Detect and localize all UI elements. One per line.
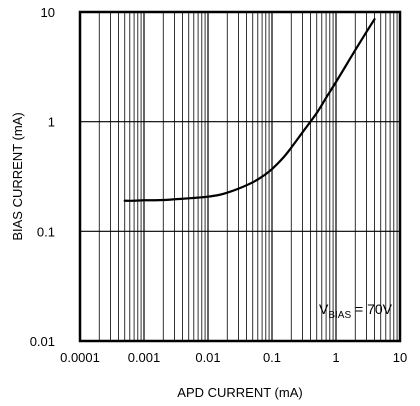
y-tick-label: 0.1 — [37, 224, 55, 239]
y-tick-label: 10 — [41, 5, 55, 20]
x-tick-label: 0.01 — [195, 350, 220, 365]
y-axis-label: BIAS CURRENT (mA) — [10, 112, 25, 240]
x-tick-label: 0.001 — [128, 350, 161, 365]
y-tick-labels: 0.01 0.1 1 10 — [30, 5, 55, 349]
vbias-annotation: VBIAS = 70V — [319, 301, 393, 321]
x-axis-label: APD CURRENT (mA) — [177, 385, 302, 400]
x-tick-labels: 0.0001 0.001 0.01 0.1 1 10 — [60, 350, 407, 365]
series-line — [123, 18, 376, 202]
plot-frame — [78, 10, 402, 343]
x-tick-label: 0.1 — [263, 350, 281, 365]
y-tick-label: 1 — [48, 115, 55, 130]
grid — [80, 12, 400, 341]
x-tick-label: 1 — [332, 350, 339, 365]
x-tick-label: 10 — [393, 350, 407, 365]
x-tick-label: 0.0001 — [60, 350, 100, 365]
y-tick-label: 0.01 — [30, 334, 55, 349]
